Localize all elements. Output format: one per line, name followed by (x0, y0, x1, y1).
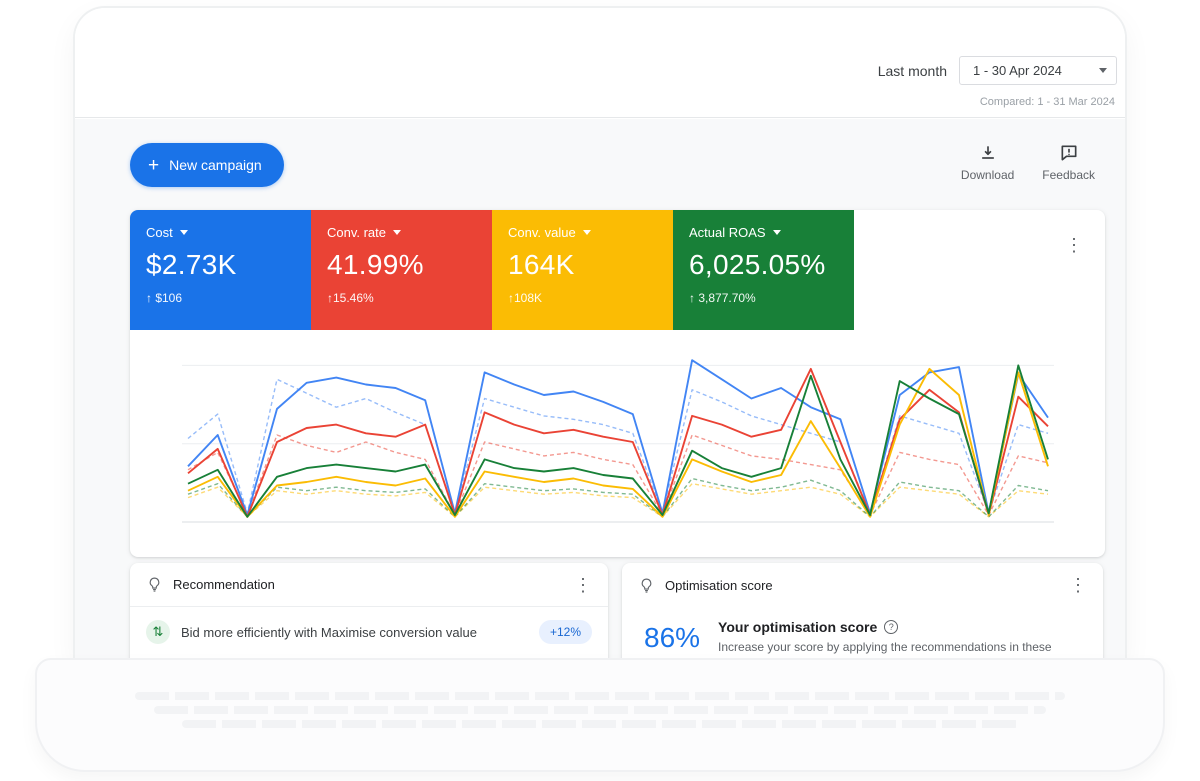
kebab-menu-icon[interactable]: ⋮ (1069, 575, 1087, 595)
recommendation-card: Recommendation ⋮ ⇅ Bid more efficiently … (130, 563, 608, 660)
optimisation-card-title: Optimisation score (665, 577, 773, 593)
feedback-label: Feedback (1042, 168, 1095, 182)
download-icon (981, 146, 994, 159)
uplift-badge: +12% (538, 620, 592, 644)
metric-delta: ↑ 3,877.70% (689, 291, 756, 305)
recommendation-card-title: Recommendation (173, 577, 275, 592)
period-label: Last month (877, 62, 947, 79)
dashboard-body: + New campaign Download (75, 119, 1125, 660)
metric-value: 164K (508, 249, 575, 280)
comparison-label: Compared: 1 - 31 Mar 2024 (979, 96, 1115, 108)
performance-card: Cost $2.73K ↑ $106 Conv. rate 41.99% ↑15… (130, 210, 1105, 557)
metric-tile-conv-value[interactable]: Conv. value 164K ↑108K (492, 210, 673, 330)
date-range-select[interactable]: 1 - 30 Apr 2024 (959, 56, 1117, 85)
laptop-base (35, 658, 1165, 772)
metric-label: Conv. rate (327, 225, 387, 240)
metric-label: Cost (146, 225, 173, 240)
series-conv-rate-current- (187, 367, 1049, 518)
period-row: Last month 1 - 30 Apr 2024 (878, 56, 1117, 85)
optimisation-card-body: 86% Your optimisation score ? Increase y… (622, 607, 1103, 655)
recommendation-text: Bid more efficiently with Maximise conve… (181, 624, 477, 640)
metric-value: 41.99% (327, 249, 424, 280)
keyboard-row (153, 706, 1047, 714)
top-actions: Download Feedback (961, 143, 1095, 182)
metric-delta: ↑15.46% (327, 291, 374, 305)
lightbulb-icon (149, 577, 160, 592)
metric-value: $2.73K (146, 249, 237, 280)
new-campaign-label: New campaign (169, 157, 262, 173)
dashboard-header: Last month 1 - 30 Apr 2024 Compared: 1 -… (75, 8, 1125, 118)
feedback-icon (1061, 145, 1077, 161)
series-conv-rate-previous- (187, 434, 1049, 516)
metric-tile-conv-rate[interactable]: Conv. rate 41.99% ↑15.46% (311, 210, 492, 330)
metric-label: Conv. value (508, 225, 576, 240)
metric-tile-actual-roas[interactable]: Actual ROAS 6,025.05% ↑ 3,877.70% (673, 210, 854, 330)
series-actual-roas-previous- (187, 477, 1049, 518)
metric-delta: ↑108K (508, 291, 543, 305)
chevron-down-icon (1099, 68, 1107, 73)
chevron-down-icon (179, 230, 188, 235)
download-label: Download (960, 168, 1015, 182)
laptop-screen: Last month 1 - 30 Apr 2024 Compared: 1 -… (75, 8, 1125, 660)
optimisation-score-value: 86% (644, 622, 701, 653)
help-icon[interactable]: ? (884, 620, 899, 634)
series-cost-previous- (187, 378, 1049, 515)
series-actual-roas-current- (187, 364, 1049, 518)
keyboard (135, 686, 1065, 734)
metric-tile-cost[interactable]: Cost $2.73K ↑ $106 (130, 210, 311, 330)
download-button[interactable]: Download (961, 143, 1014, 182)
metric-label-row: Actual ROAS (689, 225, 838, 240)
recommendation-item[interactable]: ⇅ Bid more efficiently with Maximise con… (130, 607, 608, 657)
optimisation-score-card: Optimisation score ⋮ 86% Your optimisati… (622, 563, 1103, 660)
chevron-down-icon (582, 230, 591, 235)
metric-delta: ↑ $106 (146, 291, 183, 305)
optimisation-card-header: Optimisation score ⋮ (622, 563, 1103, 607)
metric-label-row: Cost (146, 225, 295, 240)
lightbulb-icon (641, 578, 652, 593)
series-cost-current- (187, 359, 1049, 516)
series-conv-value-current- (187, 367, 1049, 518)
metric-tiles: Cost $2.73K ↑ $106 Conv. rate 41.99% ↑15… (130, 210, 1105, 330)
new-campaign-button[interactable]: + New campaign (130, 143, 284, 187)
chevron-down-icon (393, 230, 402, 235)
feedback-button[interactable]: Feedback (1042, 143, 1095, 182)
date-range-value: 1 - 30 Apr 2024 (973, 63, 1062, 78)
bid-strategy-icon: ⇅ (146, 620, 170, 644)
recommendation-card-header: Recommendation ⋮ (130, 563, 608, 607)
performance-chart (182, 359, 1054, 523)
kebab-menu-icon[interactable]: ⋮ (574, 574, 592, 595)
optimisation-score-heading: Your optimisation score (718, 619, 878, 635)
keyboard-row (135, 692, 1065, 700)
plus-icon: + (148, 154, 160, 176)
optimisation-score-description: Increase your score by applying the reco… (718, 640, 1052, 654)
metric-value: 6,025.05% (689, 249, 826, 280)
chevron-down-icon (772, 230, 781, 235)
metric-label-row: Conv. rate (327, 225, 476, 240)
metric-label-row: Conv. value (508, 225, 657, 240)
keyboard-row (181, 720, 1019, 728)
metric-label: Actual ROAS (689, 225, 766, 240)
series-conv-value-previous- (187, 482, 1049, 518)
kebab-menu-icon[interactable]: ⋮ (1065, 235, 1083, 255)
